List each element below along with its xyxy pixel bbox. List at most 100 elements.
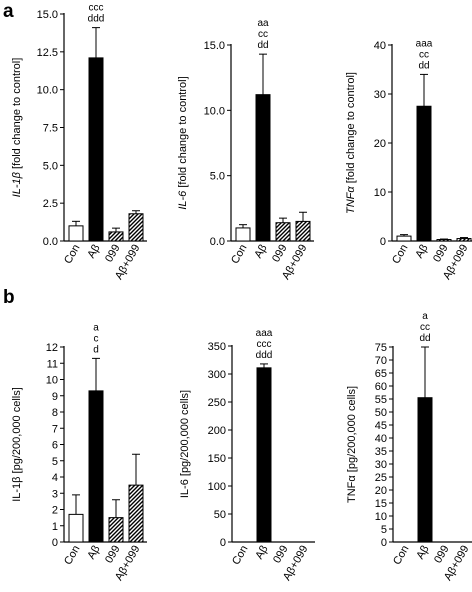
bar-1 — [396, 235, 412, 242]
y-tick-label: 50 — [375, 407, 387, 419]
significance-label: cc — [258, 29, 268, 40]
bar-4 — [295, 220, 311, 242]
significance-label: ddd — [88, 14, 105, 25]
y-tick-label: 40 — [375, 433, 387, 445]
y-tick-label: 15.0 — [204, 40, 225, 52]
x-tick-label: Aβ — [413, 243, 430, 261]
significance-label: aaa — [88, 0, 105, 3]
x-tick-label: Aβ — [252, 243, 269, 261]
bar-1 — [235, 227, 251, 242]
x-tick-label: 099 — [271, 544, 291, 566]
y-tick-label: 15.0 — [37, 9, 58, 21]
significance-label: dd — [418, 60, 429, 71]
y-tick-label: 25 — [375, 472, 387, 484]
y-tick-label: 10.0 — [204, 105, 225, 117]
bar-1 — [68, 225, 84, 242]
y-tick-label: 2 — [52, 505, 58, 517]
chart-2: 0.0 5.0 10.0 15.0 IL-6 [fold change to contr… — [177, 18, 314, 282]
x-tick-label: Aβ — [253, 544, 270, 562]
y-tick-label: 5 — [52, 456, 58, 468]
chart-3: 0 10 20 30 40 TNFα [fold change to control] Co… — [345, 38, 472, 282]
y-tick-label: 100 — [208, 481, 226, 493]
bar-4 — [456, 238, 472, 242]
y-axis-label-unit: [fold change to control] — [345, 72, 357, 186]
bar-2 — [416, 105, 432, 242]
significance-label: aaa — [256, 328, 273, 339]
y-tick-label: 30 — [374, 89, 386, 101]
y-axis-label-unit: IL-1β [pg/200,000 cells] — [11, 387, 23, 502]
x-tick-label: Aβ — [85, 544, 102, 562]
y-tick-label: 0 — [380, 236, 386, 248]
bar-3 — [108, 517, 124, 543]
y-tick-label: 9 — [52, 391, 58, 403]
y-tick-label: 300 — [208, 369, 226, 381]
significance-label: cc — [420, 322, 430, 333]
y-tick-label: 3 — [52, 488, 58, 500]
y-tick-label: 7 — [52, 423, 58, 435]
y-tick-label: 10 — [374, 187, 386, 199]
y-tick-label: 5.0 — [43, 160, 58, 172]
y-tick-label: 11 — [47, 358, 58, 370]
y-axis-label-gene: TNFα — [345, 186, 357, 214]
y-tick-label: 15 — [375, 498, 387, 510]
y-tick-label: 20 — [374, 138, 386, 150]
bar-3 — [436, 239, 452, 242]
significance-label: aaa — [416, 38, 433, 49]
x-tick-label: 099 — [432, 544, 452, 566]
x-tick-label: 099 — [103, 243, 123, 265]
significance-label: dd — [419, 333, 430, 344]
y-tick-label: 12 — [46, 342, 58, 354]
y-tick-label: 60 — [375, 381, 387, 393]
x-tick-label: 099 — [103, 544, 123, 566]
y-tick-label: 200 — [208, 425, 226, 437]
charts-group: 0.02.55.07.510.012.515.0IL-1β [fold chan… — [11, 0, 472, 583]
panel-label-a: a — [3, 1, 14, 22]
y-tick-label: 0 — [381, 537, 387, 549]
y-tick-label: 50 — [214, 509, 226, 521]
bar-2 — [88, 390, 104, 543]
significance-label: aa — [257, 18, 269, 29]
significance-label: d — [93, 344, 99, 355]
y-axis-label-unit: TNFα [pg/200,000 cells] — [346, 386, 358, 503]
y-tick-label: 70 — [375, 355, 387, 367]
y-tick-label: 20 — [375, 485, 387, 497]
bar-2 — [88, 57, 104, 242]
bar-4 — [128, 484, 144, 543]
y-axis-label-unit: [fold change to control] — [177, 76, 189, 190]
x-tick-label: Con — [62, 544, 82, 567]
y-axis-label: TNFα [pg/200,000 cells] — [346, 386, 358, 503]
significance-label: a — [93, 322, 99, 333]
y-axis-label-gene: IL-6 — [177, 190, 189, 210]
significance-label: ccc — [257, 339, 272, 350]
y-tick-label: 0.0 — [210, 236, 225, 248]
y-tick-label: 10.0 — [37, 85, 58, 97]
chart-1: 0.0 2.5 5.0 7.5 10.0 12.5 15.0 IL-1β [fold chan… — [11, 0, 147, 282]
bar-2 — [417, 397, 433, 543]
y-tick-label: 4 — [52, 472, 58, 484]
y-tick-label: 7.5 — [43, 123, 58, 135]
y-axis-label: IL-6 [pg/200,000 cells] — [179, 390, 191, 498]
y-tick-label: 10 — [375, 511, 387, 523]
x-tick-label: 099 — [270, 243, 290, 265]
x-tick-label: Con — [391, 544, 411, 567]
y-tick-label: 45 — [375, 420, 387, 432]
x-tick-label: Con — [62, 243, 82, 266]
significance-label: c — [94, 333, 99, 344]
chart-5: 0 50 100 150 200 250 300 350 IL-6 [pg/200,000 ce… — [179, 328, 315, 583]
y-tick-label: 0 — [52, 537, 58, 549]
bar-1 — [68, 513, 84, 543]
significance-label: a — [422, 311, 428, 322]
y-tick-label: 12.5 — [37, 47, 58, 59]
y-tick-label: 65 — [375, 368, 387, 380]
y-tick-label: 5 — [381, 524, 387, 536]
x-tick-label: Aβ — [414, 544, 431, 562]
y-axis-label: IL-6 [fold change to control] — [177, 76, 189, 209]
y-tick-label: 75 — [375, 342, 387, 354]
y-axis-label-unit: IL-6 [pg/200,000 cells] — [179, 390, 191, 498]
y-axis-label: TNFα [fold change to control] — [345, 72, 357, 214]
bar-2 — [255, 94, 271, 242]
significance-label: dd — [257, 40, 268, 51]
